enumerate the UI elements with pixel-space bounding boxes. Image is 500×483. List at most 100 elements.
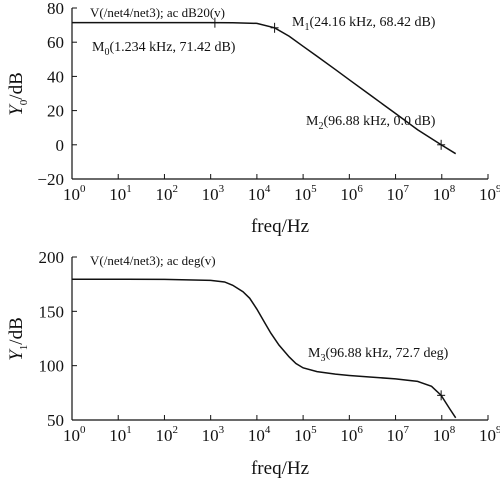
x-tick-exponent: 0: [80, 183, 86, 195]
y-tick-label: 0: [56, 136, 65, 155]
x-tick-label: 102: [155, 424, 178, 445]
x-tick-label: 109: [479, 424, 500, 445]
chart-1: 100 101 102 103 104 105 106 107 108 1092001501005…: [6, 248, 500, 479]
x-tick-base: 10: [63, 185, 80, 204]
x-tick-label: 100: [63, 424, 86, 445]
y-axis-label-subscript: 0: [18, 99, 30, 105]
y-tick-label: 40: [47, 67, 64, 86]
marker-label: M0(1.234 kHz, 71.42 dB): [92, 40, 236, 58]
x-tick-exponent: 0: [80, 424, 86, 436]
x-tick-base: 10: [340, 426, 357, 445]
x-tick-exponent: 3: [219, 183, 225, 195]
x-tick-label: 100: [63, 183, 86, 204]
x-tick-base: 10: [109, 185, 126, 204]
x-tick-label: 109: [479, 183, 500, 204]
x-tick-exponent: 5: [311, 424, 317, 436]
x-tick-exponent: 9: [496, 424, 500, 436]
x-tick-label: 107: [387, 183, 410, 204]
y-tick-label: 150: [39, 302, 65, 321]
x-tick-label: 103: [202, 183, 225, 204]
x-tick-exponent: 2: [172, 424, 178, 436]
x-tick-base: 10: [109, 426, 126, 445]
marker-label-subscript: 3: [320, 353, 325, 364]
marker-label-name: M: [92, 40, 105, 55]
y-axis-label: Y1/dB: [6, 317, 30, 361]
y-axis-label-subscript: 1: [18, 345, 30, 351]
x-tick-exponent: 4: [265, 183, 271, 195]
y-axis-label-symbol: Y: [6, 348, 27, 361]
series-line-0: [72, 278, 457, 419]
marker-label-value: (1.234 kHz, 71.42 dB): [109, 40, 235, 55]
marker-label-name: M: [306, 114, 319, 129]
x-tick-label: 101: [109, 183, 132, 204]
x-tick-base: 10: [387, 185, 404, 204]
x-tick-label: 104: [248, 183, 271, 204]
y-axis-label: Y0/dB: [6, 72, 30, 116]
x-tick-base: 10: [202, 426, 219, 445]
x-tick-base: 10: [479, 426, 496, 445]
x-tick-exponent: 7: [404, 424, 410, 436]
x-tick-exponent: 3: [219, 424, 225, 436]
x-tick-label: 106: [340, 424, 363, 445]
x-tick-label: 108: [433, 424, 456, 445]
x-tick-base: 10: [248, 185, 265, 204]
x-tick-label: 101: [109, 424, 132, 445]
x-tick-label: 107: [387, 424, 410, 445]
x-tick-base: 10: [155, 185, 172, 204]
marker-label-value: (24.16 kHz, 68.42 dB): [309, 15, 435, 30]
x-tick-base: 10: [294, 185, 311, 204]
marker-label-name: M: [292, 15, 305, 30]
y-tick-label: 80: [47, 0, 64, 18]
y-tick-label: 50: [47, 411, 64, 430]
x-tick-label: 105: [294, 424, 317, 445]
x-tick-label: 104: [248, 424, 271, 445]
y-axis-label-unit: /dB: [6, 72, 27, 99]
marker-label-subscript: 0: [104, 47, 109, 58]
x-tick-exponent: 5: [311, 183, 317, 195]
x-tick-exponent: 1: [126, 424, 132, 436]
x-tick-base: 10: [387, 426, 404, 445]
y-tick-label: 100: [39, 357, 65, 376]
y-tick-label: 60: [47, 33, 64, 52]
y-tick-label: 200: [39, 248, 65, 267]
marker-label-value: (96.88 kHz, 72.7 deg): [325, 346, 448, 361]
x-axis-label: freq/Hz: [251, 216, 309, 237]
x-tick-base: 10: [155, 426, 172, 445]
marker-label-subscript: 2: [318, 121, 323, 132]
x-tick-base: 10: [202, 185, 219, 204]
marker-label-name: M: [308, 346, 321, 361]
x-tick-label: 105: [294, 183, 317, 204]
y-axis-label-symbol: Y: [6, 103, 27, 116]
x-tick-exponent: 8: [450, 424, 456, 436]
x-tick-base: 10: [433, 426, 450, 445]
x-tick-base: 10: [433, 185, 450, 204]
series-line-0: [72, 21, 457, 155]
x-tick-base: 10: [294, 426, 311, 445]
x-tick-exponent: 1: [126, 183, 132, 195]
marker-label-subscript: 1: [304, 22, 309, 33]
x-tick-exponent: 8: [450, 183, 456, 195]
chart-0: 100 101 102 103 104 105 106 107 108 109806040200−…: [6, 0, 500, 237]
marker-label: M1(24.16 kHz, 68.42 dB): [292, 15, 436, 33]
x-tick-exponent: 6: [357, 183, 363, 195]
x-tick-base: 10: [479, 185, 496, 204]
x-tick-base: 10: [248, 426, 265, 445]
x-tick-exponent: 6: [357, 424, 363, 436]
x-axis-label: freq/Hz: [251, 458, 309, 479]
x-tick-label: 108: [433, 183, 456, 204]
x-tick-exponent: 2: [172, 183, 178, 195]
x-tick-exponent: 9: [496, 183, 500, 195]
x-tick-label: 102: [155, 183, 178, 204]
marker-label-value: (96.88 kHz, 0.0 dB): [323, 114, 435, 129]
x-tick-exponent: 7: [404, 183, 410, 195]
y-tick-label: −20: [37, 170, 64, 189]
x-tick-exponent: 4: [265, 424, 271, 436]
x-tick-base: 10: [340, 185, 357, 204]
x-tick-base: 10: [63, 426, 80, 445]
x-tick-label: 103: [202, 424, 225, 445]
y-axis-label-unit: /dB: [6, 317, 27, 344]
y-tick-label: 20: [47, 102, 64, 121]
chart-title: V(/net4/net3); ac deg(v): [90, 253, 216, 268]
x-tick-label: 106: [340, 183, 363, 204]
